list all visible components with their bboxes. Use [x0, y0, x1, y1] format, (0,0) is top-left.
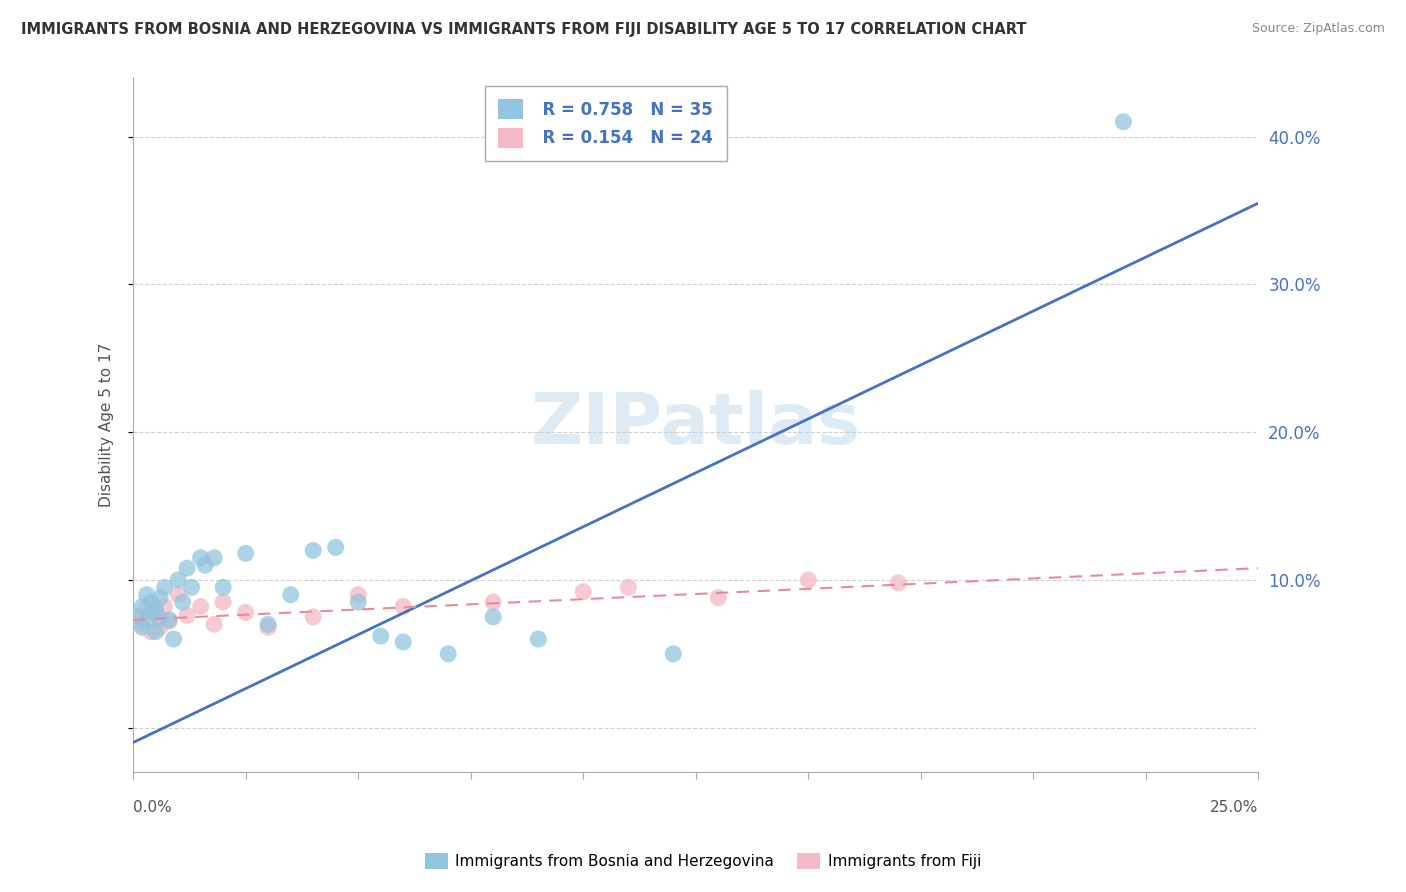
Point	[1112, 115, 1135, 129]
Point	[167, 588, 190, 602]
Point	[325, 541, 347, 555]
Point	[392, 599, 415, 614]
Point	[145, 602, 167, 616]
Text: IMMIGRANTS FROM BOSNIA AND HERZEGOVINA VS IMMIGRANTS FROM FIJI DISABILITY AGE 5 : IMMIGRANTS FROM BOSNIA AND HERZEGOVINA V…	[21, 22, 1026, 37]
Point	[139, 606, 162, 620]
Point	[135, 615, 157, 629]
Legend: Immigrants from Bosnia and Herzegovina, Immigrants from Fiji: Immigrants from Bosnia and Herzegovina, …	[419, 847, 987, 875]
Point	[176, 561, 198, 575]
Point	[797, 573, 820, 587]
Point	[145, 624, 167, 639]
Point	[707, 591, 730, 605]
Point	[157, 613, 180, 627]
Point	[153, 580, 176, 594]
Point	[157, 615, 180, 629]
Point	[887, 575, 910, 590]
Point	[180, 580, 202, 594]
Point	[392, 635, 415, 649]
Point	[131, 599, 153, 614]
Point	[172, 595, 194, 609]
Point	[257, 617, 280, 632]
Point	[153, 599, 176, 614]
Point	[135, 602, 157, 616]
Point	[131, 620, 153, 634]
Point	[235, 546, 257, 560]
Point	[437, 647, 460, 661]
Point	[145, 606, 167, 620]
Legend:   R = 0.758   N = 35,   R = 0.154   N = 24: R = 0.758 N = 35, R = 0.154 N = 24	[485, 86, 727, 161]
Point	[347, 595, 370, 609]
Point	[202, 617, 225, 632]
Point	[617, 580, 640, 594]
Point	[302, 610, 325, 624]
Point	[280, 588, 302, 602]
Point	[235, 606, 257, 620]
Point	[212, 580, 235, 594]
Point	[482, 610, 505, 624]
Point	[149, 611, 172, 625]
Point	[190, 599, 212, 614]
Point	[190, 550, 212, 565]
Point	[572, 584, 595, 599]
Text: Source: ZipAtlas.com: Source: ZipAtlas.com	[1251, 22, 1385, 36]
Point	[257, 620, 280, 634]
Point	[139, 595, 162, 609]
Point	[149, 591, 172, 605]
Text: 25.0%: 25.0%	[1211, 800, 1258, 815]
Point	[370, 629, 392, 643]
Point	[162, 632, 184, 646]
Point	[482, 595, 505, 609]
Point	[149, 620, 172, 634]
Point	[662, 647, 685, 661]
Point	[167, 573, 190, 587]
Point	[135, 588, 157, 602]
Point	[127, 610, 149, 624]
Point	[194, 558, 217, 573]
Point	[139, 624, 162, 639]
Point	[527, 632, 550, 646]
Point	[302, 543, 325, 558]
Point	[202, 550, 225, 565]
Point	[176, 608, 198, 623]
Text: 0.0%: 0.0%	[134, 800, 172, 815]
Point	[212, 595, 235, 609]
Point	[131, 617, 153, 632]
Text: ZIPatlas: ZIPatlas	[530, 391, 860, 459]
Point	[127, 610, 149, 624]
Y-axis label: Disability Age 5 to 17: Disability Age 5 to 17	[100, 343, 114, 507]
Point	[347, 588, 370, 602]
